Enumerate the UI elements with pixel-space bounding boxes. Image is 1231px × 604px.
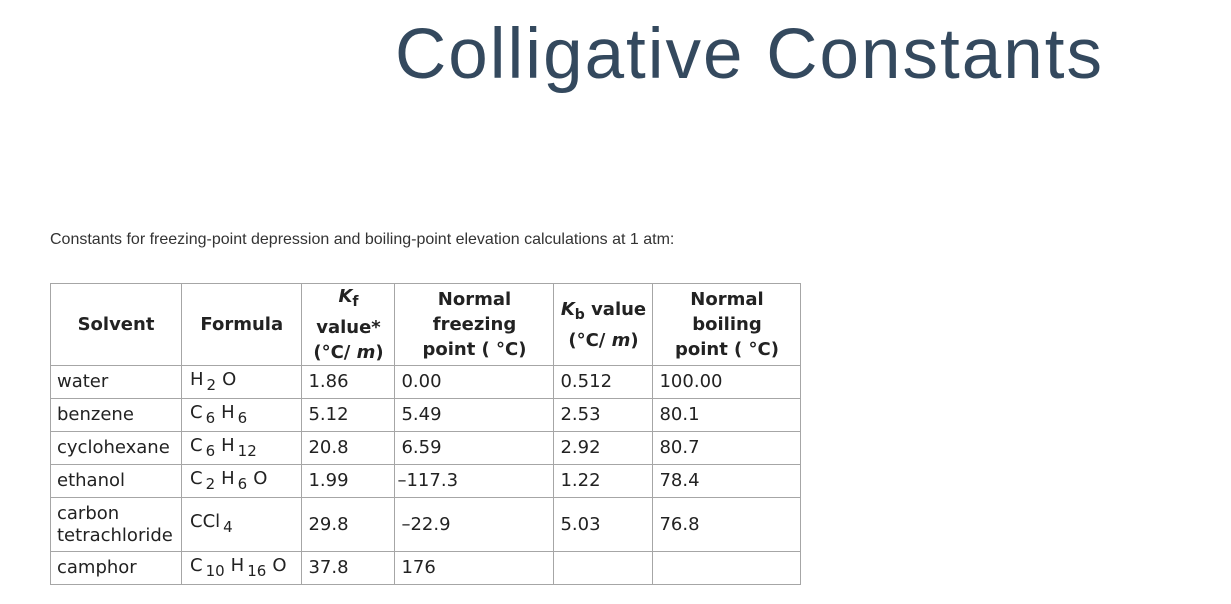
freezing-point-cell: 176 [394,551,555,585]
formula-element: O [253,467,268,489]
kf-cell: 29.8 [301,497,396,552]
kf-cell: 20.8 [301,431,396,465]
intro-text: Constants for freezing-point depression … [50,231,675,248]
header-formula: Formula [180,283,303,366]
solvent-cell: carbon tetrachloride [50,497,182,552]
kf-unit-m: m [356,342,376,363]
solvent-line-1: carbon [57,502,120,524]
freezing-point-cell: –117.3 [394,464,555,498]
formula-cell: C 6 H 12 [180,431,303,465]
formula-cell: CCl 4 [180,497,303,552]
header-kf-value: Kf value* (°C/ m) [301,283,396,366]
boiling-point-cell: 78.4 [652,464,802,498]
formula-element: O [272,554,287,576]
freezing-point-cell: 5.49 [394,398,555,432]
table-row: camphor C 10 H 16 O 37.8 176 [50,551,802,585]
solvent-cell: ethanol [50,464,182,498]
solvent-cell: water [50,365,182,399]
kb-unit-m: m [611,329,631,351]
header-normal-boiling-point: Normal boiling point ( °C) [652,283,802,366]
fp-header-line2: point ( °C) [422,339,527,360]
formula-element: H 12 [221,434,257,460]
bp-header-line1: Normal boiling [690,289,764,335]
formula-element: O [222,368,237,390]
table-header-row: Solvent Formula Kf value* (°C/ m) Normal… [50,283,802,366]
kb-cell: 2.92 [553,431,654,465]
freezing-point-cell: 6.59 [394,431,555,465]
solvent-cell: benzene [50,398,182,432]
table-row: carbon tetrachloride CCl 4 29.8 –22.9 5.03… [50,497,802,552]
kf-unit-close: ) [375,342,384,363]
kb-unit-open: (°C/ [568,329,612,351]
kf-symbol: K [338,286,353,307]
kb-cell: 2.53 [553,398,654,432]
kb-cell: 1.22 [553,464,654,498]
freezing-point-cell: –22.9 [394,497,555,552]
boiling-point-cell: 80.7 [652,431,802,465]
kf-cell: 1.99 [301,464,396,498]
header-normal-freezing-point: Normal freezing point ( °C) [394,283,555,366]
solvent-cell: camphor [50,551,182,585]
kb-unit-close: ) [630,329,639,351]
kb-symbol: K [560,298,575,320]
boiling-point-cell: 100.00 [652,365,802,399]
kb-subscript: b [574,306,585,323]
kf-cell: 37.8 [301,551,396,585]
kb-cell [553,551,654,585]
kb-cell: 5.03 [553,497,654,552]
kb-cell: 0.512 [553,365,654,399]
header-kb-value: Kb value (°C/ m) [553,283,654,366]
solvent-line-2: tetrachloride [57,524,173,546]
kf-unit-open: (°C/ [313,342,357,363]
boiling-point-cell [652,551,802,585]
formula-element: CCl 4 [190,511,233,536]
boiling-point-cell: 80.1 [652,398,802,432]
kf-cell: 5.12 [301,398,396,432]
formula-cell: C 10 H 16 O [180,551,303,585]
kf-subscript: f [352,294,359,310]
bp-header-line2: point ( °C) [674,339,779,360]
colligative-constants-table: Solvent Formula Kf value* (°C/ m) Normal… [50,283,802,585]
fp-header-line1: Normal freezing [432,289,517,335]
kf-label: value* [316,317,381,338]
formula-element: H 16 [230,554,267,580]
solvent-cell: cyclohexane [50,431,182,465]
kb-label: value [584,298,647,320]
page-title: Colligative Constants [395,15,1104,94]
formula-element: C 10 [190,554,225,580]
kf-cell: 1.86 [301,365,396,399]
header-solvent: Solvent [50,283,182,366]
table-row: cyclohexane C 6 H 12 20.8 6.59 2.92 80.7 [50,431,802,465]
freezing-point-cell: 0.00 [394,365,555,399]
boiling-point-cell: 76.8 [652,497,802,552]
